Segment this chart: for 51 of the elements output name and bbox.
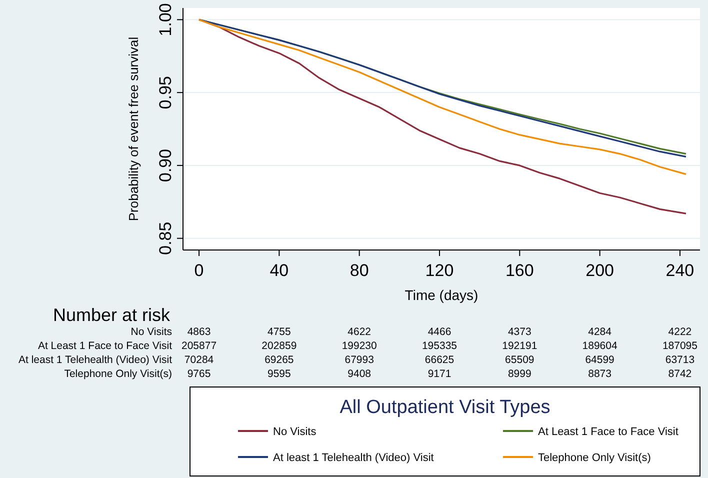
legend-label: No Visits (273, 426, 317, 438)
text: Number at risk (52, 305, 171, 325)
legend-title: All Outpatient Visit Types (340, 397, 550, 418)
y-axis-title: Probability of event free survival (126, 36, 141, 222)
text: 202859 (262, 340, 297, 352)
text: 9765 (187, 368, 211, 380)
x-tick-label: 80 (350, 261, 369, 280)
text: 8999 (508, 368, 532, 380)
text: 4466 (428, 326, 452, 338)
x-tick-label: 0 (194, 261, 204, 280)
x-axis-title: Time (days) (404, 287, 478, 303)
text: 205877 (182, 340, 217, 352)
legend-label: At least 1 Telehealth (Video) Visit (273, 452, 434, 464)
text: 199230 (342, 340, 378, 352)
x-tick-label: 240 (666, 261, 694, 280)
text: 8742 (668, 368, 692, 380)
y-tick-label: 0.90 (156, 148, 175, 182)
text: 4373 (508, 326, 532, 338)
text: 66625 (424, 354, 454, 366)
text: 4222 (668, 326, 692, 338)
text: 69265 (264, 354, 294, 366)
text: 9171 (428, 368, 452, 380)
x-tick-label: 160 (505, 261, 534, 280)
text: At least 1 Telehealth (Video) Visit (18, 354, 172, 366)
text: Telephone Only Visit(s) (64, 368, 172, 380)
legend-label: Telephone Only Visit(s) (538, 452, 651, 464)
legend-label: At Least 1 Face to Face Visit (538, 426, 678, 438)
text: 4755 (268, 326, 292, 338)
x-tick-label: 40 (270, 261, 289, 280)
text: At Least 1 Face to Face Visit (38, 340, 172, 352)
y-tick-label: 0.85 (156, 222, 175, 255)
text: No Visits (130, 326, 172, 338)
text: 9595 (268, 368, 292, 380)
text: 8873 (588, 368, 612, 380)
text: 4284 (588, 326, 612, 338)
text: 70284 (184, 354, 214, 366)
x-tick-label: 200 (586, 261, 614, 280)
text: 187095 (662, 340, 698, 352)
text: 67993 (344, 354, 374, 366)
text: 195335 (422, 340, 458, 352)
text: 9408 (348, 368, 372, 380)
text: 63713 (665, 354, 695, 366)
text: 192191 (502, 340, 538, 352)
text: 189604 (582, 340, 618, 352)
x-tick-label: 120 (425, 261, 454, 280)
text: 4622 (348, 326, 372, 338)
text: 64599 (585, 354, 615, 366)
y-tick-label: 0.95 (156, 76, 175, 110)
text: 4863 (187, 326, 211, 338)
y-tick-label: 1.00 (156, 3, 175, 36)
text: 65509 (505, 354, 534, 366)
